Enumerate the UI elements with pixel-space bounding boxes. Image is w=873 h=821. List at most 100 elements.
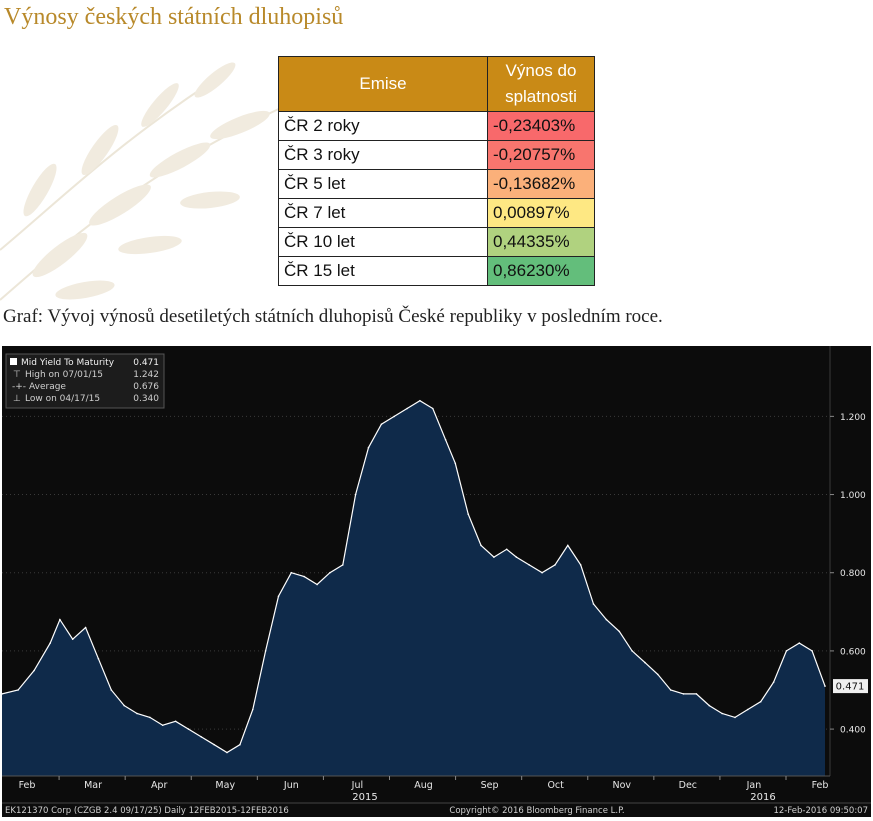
olive-branch-watermark bbox=[0, 62, 321, 301]
issue-cell: ČR 3 roky bbox=[278, 140, 488, 170]
data-point bbox=[772, 681, 775, 683]
y-ticks: 0.400 0.600 0.800 1.000 1.200 bbox=[830, 413, 866, 736]
data-point bbox=[541, 571, 543, 574]
year-label-2016: 2016 bbox=[750, 792, 775, 803]
last-value-marker: 0.471 bbox=[833, 679, 868, 694]
data-point bbox=[785, 650, 788, 652]
legend-value-low: 0.340 bbox=[133, 394, 159, 404]
x-tick-label: Jul bbox=[351, 780, 363, 791]
data-point bbox=[149, 716, 151, 719]
issue-cell: ČR 10 let bbox=[278, 227, 488, 257]
table-row: ČR 10 let 0,44335% bbox=[278, 227, 595, 257]
x-tick-label: Aug bbox=[414, 780, 433, 791]
data-point bbox=[187, 728, 190, 730]
footer-timestamp: 12-Feb-2016 09:50:07 bbox=[773, 806, 868, 816]
legend-swatch-icon bbox=[10, 358, 17, 365]
data-point bbox=[200, 736, 203, 738]
footer-security: EK121370 Corp (CZGB 2.4 09/17/25) Daily … bbox=[5, 806, 289, 816]
data-point bbox=[631, 650, 633, 652]
data-point bbox=[239, 743, 241, 746]
chart-svg: 0.400 0.600 0.800 1.000 1.200 0.471 Feb Mar Ap… bbox=[2, 346, 871, 817]
legend-value-average: 0.676 bbox=[133, 382, 159, 392]
data-point bbox=[505, 548, 508, 551]
data-point bbox=[618, 630, 621, 633]
data-point bbox=[110, 689, 113, 691]
data-point bbox=[354, 493, 357, 496]
data-point bbox=[393, 415, 396, 418]
yield-cell: 0,86230% bbox=[487, 256, 595, 286]
x-tick-label: Feb bbox=[19, 780, 36, 791]
data-point bbox=[380, 423, 383, 425]
data-point bbox=[123, 704, 125, 707]
data-point bbox=[605, 618, 608, 621]
data-point bbox=[682, 693, 685, 695]
year-label-2015: 2015 bbox=[352, 792, 377, 803]
data-point bbox=[264, 650, 267, 652]
legend-value-series: 0.471 bbox=[133, 358, 159, 368]
x-tick-label: Dec bbox=[679, 780, 697, 791]
data-point bbox=[419, 399, 421, 402]
yield-cell: 0,44335% bbox=[487, 227, 595, 257]
x-tick-label: Jun bbox=[283, 780, 299, 791]
data-point bbox=[811, 650, 813, 652]
table-row: ČR 7 let 0,00897% bbox=[278, 198, 595, 228]
data-point bbox=[252, 708, 254, 711]
data-point bbox=[695, 693, 698, 695]
data-point bbox=[432, 407, 434, 410]
data-point bbox=[33, 669, 35, 672]
legend-box bbox=[5, 353, 165, 409]
data-point bbox=[480, 544, 482, 547]
x-tick-label: May bbox=[215, 780, 235, 791]
data-point bbox=[303, 575, 306, 578]
data-point bbox=[277, 595, 280, 597]
data-point bbox=[567, 544, 569, 547]
data-point bbox=[367, 446, 370, 449]
data-point bbox=[708, 704, 711, 707]
yield-table: Emise Výnos do splatnosti ČR 2 roky -0,2… bbox=[278, 56, 595, 286]
legend-label-low: Low on 04/17/15 bbox=[25, 394, 100, 404]
data-point bbox=[97, 657, 100, 660]
table-row: ČR 15 let 0,86230% bbox=[278, 256, 595, 286]
legend-label-series: Mid Yield To Maturity bbox=[21, 358, 115, 368]
data-point bbox=[49, 642, 51, 644]
page-title: Výnosy českých státních dluhopisů bbox=[4, 4, 344, 30]
data-point bbox=[329, 571, 331, 574]
data-point bbox=[515, 556, 518, 558]
data-point bbox=[644, 661, 646, 664]
data-point bbox=[2, 693, 3, 695]
y-tick-label: 1.200 bbox=[840, 413, 866, 423]
column-header-issue: Emise bbox=[278, 56, 488, 112]
data-point bbox=[17, 689, 19, 691]
data-point bbox=[174, 720, 177, 723]
issue-cell: ČR 5 let bbox=[278, 169, 488, 199]
data-point bbox=[669, 689, 672, 691]
issue-cell: ČR 7 let bbox=[278, 198, 488, 228]
x-tick-label: Oct bbox=[547, 780, 564, 791]
data-point bbox=[759, 700, 762, 703]
x-tick-label: Feb bbox=[812, 780, 829, 791]
data-point bbox=[454, 462, 457, 465]
yield-cell: -0,23403% bbox=[487, 111, 595, 141]
issue-cell: ČR 15 let bbox=[278, 256, 488, 286]
yield-cell: -0,20757% bbox=[487, 140, 595, 170]
data-point bbox=[579, 564, 582, 566]
legend-label-average: Average bbox=[29, 382, 66, 392]
data-point bbox=[136, 712, 138, 715]
data-points bbox=[2, 399, 826, 754]
data-point bbox=[824, 685, 826, 687]
data-point bbox=[290, 571, 293, 574]
yield-cell: -0,13682% bbox=[487, 169, 595, 199]
issue-cell: ČR 2 roky bbox=[278, 111, 488, 141]
legend-value-high: 1.242 bbox=[133, 370, 159, 380]
data-point bbox=[493, 556, 495, 558]
y-tick-label: 1.000 bbox=[840, 491, 866, 501]
table-row: ČR 2 roky -0,23403% bbox=[278, 111, 595, 141]
average-marker-icon: -+- bbox=[12, 382, 26, 392]
data-point bbox=[734, 716, 736, 719]
data-point bbox=[71, 638, 74, 640]
last-value-box bbox=[833, 679, 868, 694]
x-tick-label: Apr bbox=[151, 780, 168, 791]
table-row: ČR 3 roky -0,20757% bbox=[278, 140, 595, 170]
data-point bbox=[798, 642, 801, 644]
legend-label-high: High on 07/01/15 bbox=[25, 370, 103, 380]
